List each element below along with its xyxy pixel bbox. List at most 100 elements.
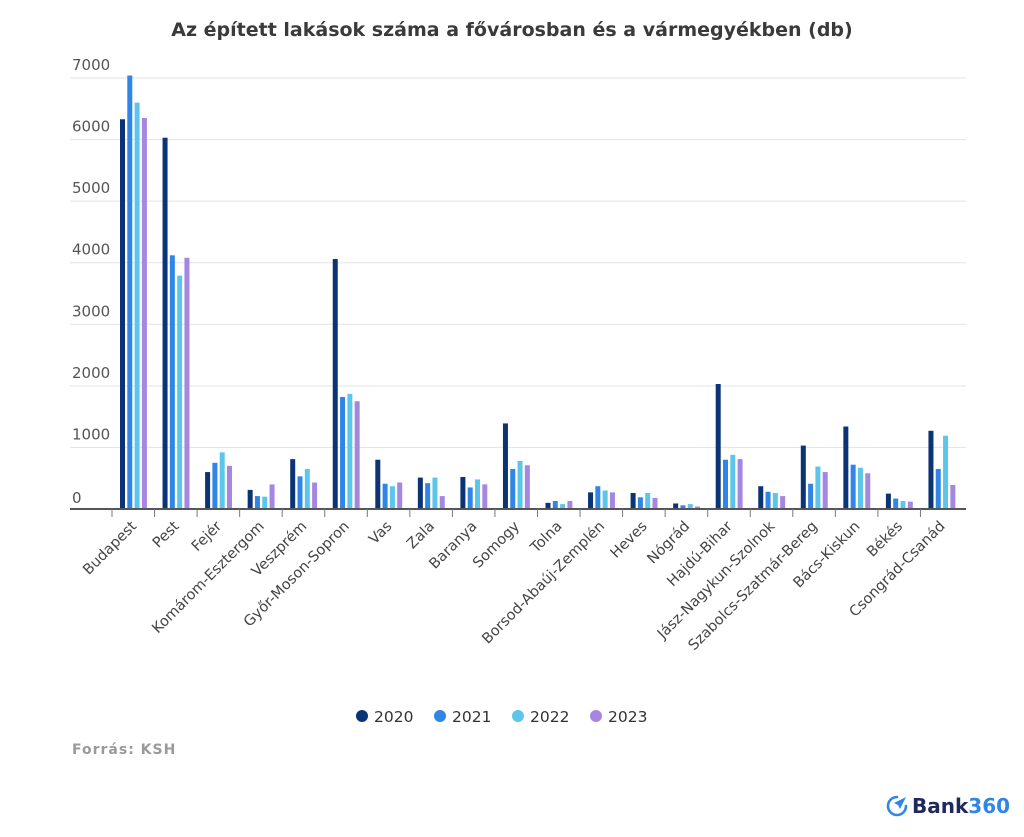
bar-2020-fejér — [205, 472, 211, 509]
bar-2021-bács-kiskun — [850, 464, 856, 509]
bar-2020-budapest — [120, 119, 125, 509]
bar-2021-borsod-abaúj-zemplén — [595, 486, 601, 509]
bar-2023-heves — [652, 497, 658, 509]
bar-2020-komárom-esztergom — [247, 489, 253, 509]
bar-2022-heves — [645, 492, 651, 509]
bar-2021-komárom-esztergom — [254, 496, 260, 509]
y-tick-label: 5000 — [72, 179, 110, 197]
y-tick-label: 1000 — [72, 425, 110, 443]
y-tick-label: 7000 — [72, 56, 110, 74]
x-tick-label: Fejér — [189, 518, 225, 554]
bar-2023-jász-nagykun-szolnok — [780, 496, 786, 509]
bar-2022-győr-moson-sopron — [347, 393, 353, 509]
bar-2023-budapest — [141, 118, 147, 510]
logo-text: Bank — [912, 794, 969, 818]
y-tick-label: 0 — [72, 489, 82, 507]
bar-2022-nógrád — [687, 504, 693, 509]
bar-2022-komárom-esztergom — [262, 496, 268, 509]
bar-2021-zala — [425, 483, 431, 509]
bar-2020-borsod-abaúj-zemplén — [588, 492, 594, 509]
bar-2023-borsod-abaúj-zemplén — [609, 492, 615, 509]
bar-2021-vas — [382, 483, 388, 509]
chart-title: Az épített lakások száma a fővárosban és… — [171, 19, 852, 41]
gridlines — [70, 77, 966, 448]
bar-2021-békés — [893, 498, 899, 509]
bar-2023-tolna — [567, 500, 573, 509]
bar-2020-zala — [417, 477, 423, 509]
bar-2022-somogy — [517, 460, 523, 509]
bar-2022-baranya — [475, 479, 480, 509]
x-tick-label: Vas — [366, 519, 395, 548]
bar-2022-jász-nagykun-szolnok — [772, 492, 778, 509]
bar-2020-hajdú-bihar — [715, 384, 721, 509]
x-tick-label: Budapest — [80, 518, 140, 578]
bar-2023-pest — [184, 257, 190, 509]
legend-label: 2020 — [374, 708, 413, 726]
bar-2020-pest — [162, 137, 168, 509]
bar-2022-budapest — [134, 102, 140, 509]
bar-2022-csongrád-csanád — [943, 435, 949, 509]
bar-2023-bács-kiskun — [865, 473, 871, 509]
x-tick-label: Békés — [864, 519, 906, 561]
y-axis-ticks: 0 1000 2000 3000 4000 5000 6000 7000 — [72, 56, 110, 507]
y-tick-label: 4000 — [72, 241, 110, 259]
legend-label: 2022 — [530, 708, 569, 726]
bar-2022-békés — [900, 500, 906, 509]
bar-2021-szabolcs-szatmár-bereg — [808, 483, 814, 509]
bar-2023-szabolcs-szatmár-bereg — [822, 472, 828, 509]
bar-2021-baranya — [467, 487, 473, 509]
bar-2023-zala — [439, 496, 445, 509]
legend-marker-2022 — [512, 710, 524, 722]
bar-2022-vas — [389, 486, 395, 509]
x-tick-label: Tolna — [527, 519, 565, 557]
legend-label: 2021 — [452, 708, 491, 726]
bar-2023-komárom-esztergom — [269, 484, 275, 509]
bar-2021-pest — [169, 255, 175, 509]
logo-number: 360 — [968, 794, 1011, 818]
bar-2020-szabolcs-szatmár-bereg — [800, 445, 806, 509]
bar-2022-bács-kiskun — [857, 467, 863, 509]
bar-2020-somogy — [502, 423, 508, 509]
y-tick-label: 2000 — [72, 364, 110, 382]
bar-2021-tolna — [552, 500, 558, 509]
bar-2020-vas — [375, 459, 381, 509]
bar-2020-baranya — [460, 476, 466, 509]
bar-2020-jász-nagykun-szolnok — [758, 486, 764, 509]
legend-marker-2020 — [356, 710, 368, 722]
x-tick-label: Somogy — [470, 518, 523, 571]
bar-2021-budapest — [127, 75, 133, 509]
logo-compass-icon — [886, 795, 908, 817]
bar-2023-nógrád — [695, 506, 701, 509]
x-tick-label: Pest — [150, 518, 183, 551]
bar-2020-békés — [885, 493, 891, 509]
y-tick-label: 3000 — [72, 302, 110, 320]
bar-2022-borsod-abaúj-zemplén — [602, 490, 608, 509]
bar-2023-vas — [397, 482, 403, 509]
bar-2021-fejér — [212, 462, 218, 509]
legend-label: 2023 — [608, 708, 647, 726]
bar-2022-szabolcs-szatmár-bereg — [815, 466, 821, 509]
bar-2020-bács-kiskun — [843, 426, 849, 509]
legend-marker-2023 — [590, 710, 602, 722]
bar-2021-veszprém — [297, 476, 303, 509]
bar-2021-győr-moson-sopron — [340, 396, 346, 509]
legend: 2020 2021 2022 2023 — [356, 708, 647, 726]
source-note: Forrás: KSH — [72, 742, 177, 758]
bar-2023-fejér — [227, 465, 232, 509]
bank360-logo: Bank360 — [886, 794, 1010, 818]
bar-2023-veszprém — [312, 482, 318, 509]
bars — [120, 75, 956, 510]
bar-2023-békés — [907, 501, 913, 509]
bar-2022-veszprém — [304, 468, 310, 509]
bar-2020-győr-moson-sopron — [332, 259, 338, 509]
bar-2020-veszprém — [290, 459, 296, 509]
bar-2020-nógrád — [673, 503, 679, 509]
bar-2022-zala — [432, 477, 438, 509]
bar-2021-heves — [637, 497, 643, 509]
bar-2021-nógrád — [680, 505, 686, 509]
y-tick-label: 6000 — [72, 118, 110, 136]
bar-2021-jász-nagykun-szolnok — [765, 491, 771, 509]
bar-2021-csongrád-csanád — [935, 468, 941, 509]
bar-2020-tolna — [545, 502, 551, 509]
